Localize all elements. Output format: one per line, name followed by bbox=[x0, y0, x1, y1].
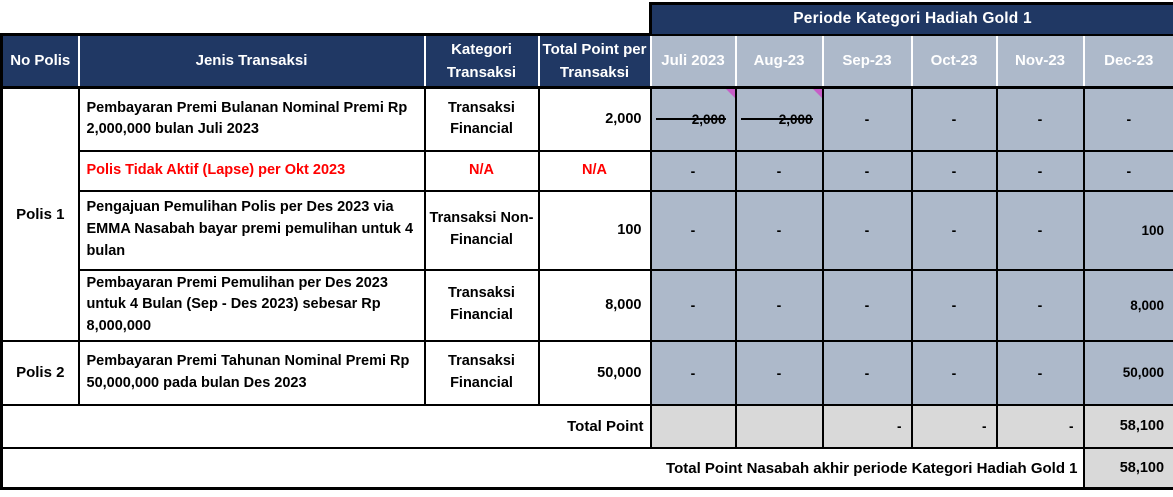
cell-r2-juli: - bbox=[651, 151, 736, 191]
cell-jenis-r2-lapse: Polis Tidak Aktif (Lapse) per Okt 2023 bbox=[79, 151, 425, 191]
cell-r4-dec: 8,000 bbox=[1084, 270, 1173, 341]
header-jenis-transaksi: Jenis Transaksi bbox=[79, 35, 425, 88]
cell-r2-aug: - bbox=[736, 151, 823, 191]
header-month-aug-23: Aug-23 bbox=[736, 35, 823, 88]
cell-r2-dec: - bbox=[1084, 151, 1173, 191]
cell-r3-oct: - bbox=[912, 191, 997, 270]
period-banner: Periode Kategori Hadiah Gold 1 bbox=[651, 4, 1173, 35]
cell-r2-oct: - bbox=[912, 151, 997, 191]
grand-total-label: Total Point Nasabah akhir periode Katego… bbox=[2, 448, 1084, 489]
cell-kategori-r4: Transaksi Financial bbox=[425, 270, 539, 341]
cell-r5-aug: - bbox=[736, 341, 823, 405]
strikethrough-line bbox=[656, 118, 726, 120]
total-r6-juli bbox=[651, 405, 736, 448]
header-month-nov-23: Nov-23 bbox=[997, 35, 1084, 88]
cell-r1-juli: 2,000 bbox=[651, 88, 736, 151]
total-point-label: Total Point bbox=[2, 405, 651, 448]
cell-jenis-r1: Pembayaran Premi Bulanan Nominal Premi R… bbox=[79, 88, 425, 151]
header-month-oct-23: Oct-23 bbox=[912, 35, 997, 88]
cell-r4-sep: - bbox=[823, 270, 912, 341]
cell-total-point-r1: 2,000 bbox=[539, 88, 651, 151]
cell-kategori-r3: Transaksi Non-Financial bbox=[425, 191, 539, 270]
cell-r5-dec: 50,000 bbox=[1084, 341, 1173, 405]
header-kategori-transaksi: Kategori Transaksi bbox=[425, 35, 539, 88]
cell-kategori-r1: Transaksi Financial bbox=[425, 88, 539, 151]
cell-r2-nov: - bbox=[997, 151, 1084, 191]
cell-total-point-r2: N/A bbox=[539, 151, 651, 191]
top-left-spacer bbox=[2, 4, 651, 35]
cell-r1-sep: - bbox=[823, 88, 912, 151]
cell-r5-sep: - bbox=[823, 341, 912, 405]
cell-total-point-r4: 8,000 bbox=[539, 270, 651, 341]
total-r6-aug bbox=[736, 405, 823, 448]
cell-r1-oct: - bbox=[912, 88, 997, 151]
cell-r4-nov: - bbox=[997, 270, 1084, 341]
header-month-sep-23: Sep-23 bbox=[823, 35, 912, 88]
cell-r3-aug: - bbox=[736, 191, 823, 270]
cell-r3-dec: 100 bbox=[1084, 191, 1173, 270]
cell-no-polis-1: Polis 1 bbox=[2, 88, 79, 341]
cell-r4-oct: - bbox=[912, 270, 997, 341]
cell-total-point-r5: 50,000 bbox=[539, 341, 651, 405]
header-total-point-per-transaksi: Total Point per Transaksi bbox=[539, 35, 651, 88]
strikethrough-line bbox=[741, 118, 813, 120]
cell-no-polis-2: Polis 2 bbox=[2, 341, 79, 405]
cell-r3-nov: - bbox=[997, 191, 1084, 270]
comment-indicator-icon[interactable] bbox=[726, 89, 735, 98]
header-no-polis: No Polis bbox=[2, 35, 79, 88]
cell-r5-oct: - bbox=[912, 341, 997, 405]
header-month-juli-2023: Juli 2023 bbox=[651, 35, 736, 88]
cell-r4-juli: - bbox=[651, 270, 736, 341]
cell-total-point-r3: 100 bbox=[539, 191, 651, 270]
cell-jenis-r3: Pengajuan Pemulihan Polis per Des 2023 v… bbox=[79, 191, 425, 270]
cell-r5-juli: - bbox=[651, 341, 736, 405]
cell-r1-nov: - bbox=[997, 88, 1084, 151]
grand-total-value: 58,100 bbox=[1084, 448, 1173, 489]
cell-r2-sep: - bbox=[823, 151, 912, 191]
cell-r5-nov: - bbox=[997, 341, 1084, 405]
total-r6-sep: - bbox=[823, 405, 912, 448]
cell-r3-juli: - bbox=[651, 191, 736, 270]
total-r6-oct: - bbox=[912, 405, 997, 448]
cell-r1-aug: 2,000 bbox=[736, 88, 823, 151]
cell-r3-sep: - bbox=[823, 191, 912, 270]
cell-r1-dec: - bbox=[1084, 88, 1173, 151]
cell-jenis-r5: Pembayaran Premi Tahunan Nominal Premi R… bbox=[79, 341, 425, 405]
header-month-dec-23: Dec-23 bbox=[1084, 35, 1173, 88]
comment-indicator-icon[interactable] bbox=[813, 89, 822, 98]
total-r6-dec: 58,100 bbox=[1084, 405, 1173, 448]
cell-kategori-r5: Transaksi Financial bbox=[425, 341, 539, 405]
cell-jenis-r4: Pembayaran Premi Pemulihan per Des 2023 … bbox=[79, 270, 425, 341]
cell-r4-aug: - bbox=[736, 270, 823, 341]
total-r6-nov: - bbox=[997, 405, 1084, 448]
cell-kategori-r2: N/A bbox=[425, 151, 539, 191]
